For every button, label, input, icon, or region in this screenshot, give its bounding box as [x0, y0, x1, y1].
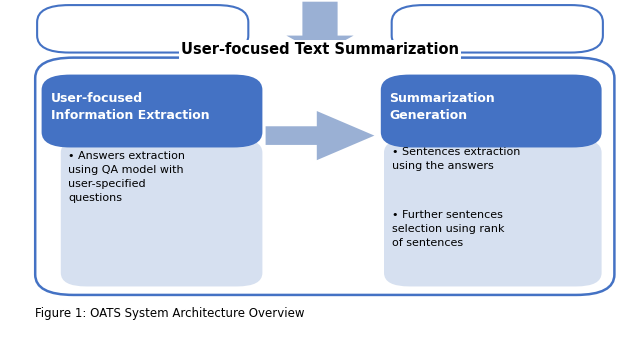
Text: • Answers extraction
using QA model with
user-specified
questions: • Answers extraction using QA model with… — [68, 151, 186, 203]
Text: User-focused
Information Extraction: User-focused Information Extraction — [51, 92, 210, 122]
Text: Figure 1: OATS System Architecture Overview: Figure 1: OATS System Architecture Overv… — [35, 307, 305, 320]
Polygon shape — [266, 111, 374, 160]
FancyBboxPatch shape — [61, 139, 262, 286]
Polygon shape — [287, 2, 354, 54]
FancyBboxPatch shape — [37, 5, 248, 53]
FancyBboxPatch shape — [42, 75, 262, 147]
FancyBboxPatch shape — [381, 75, 602, 147]
FancyBboxPatch shape — [35, 58, 614, 295]
FancyBboxPatch shape — [384, 139, 602, 286]
Text: User-focused Text Summarization: User-focused Text Summarization — [181, 42, 459, 57]
Text: • Sentences extraction
using the answers: • Sentences extraction using the answers — [392, 147, 521, 172]
Text: Summarization
Generation: Summarization Generation — [389, 92, 495, 122]
Text: • Further sentences
selection using rank
of sentences: • Further sentences selection using rank… — [392, 210, 505, 248]
FancyBboxPatch shape — [392, 5, 603, 53]
